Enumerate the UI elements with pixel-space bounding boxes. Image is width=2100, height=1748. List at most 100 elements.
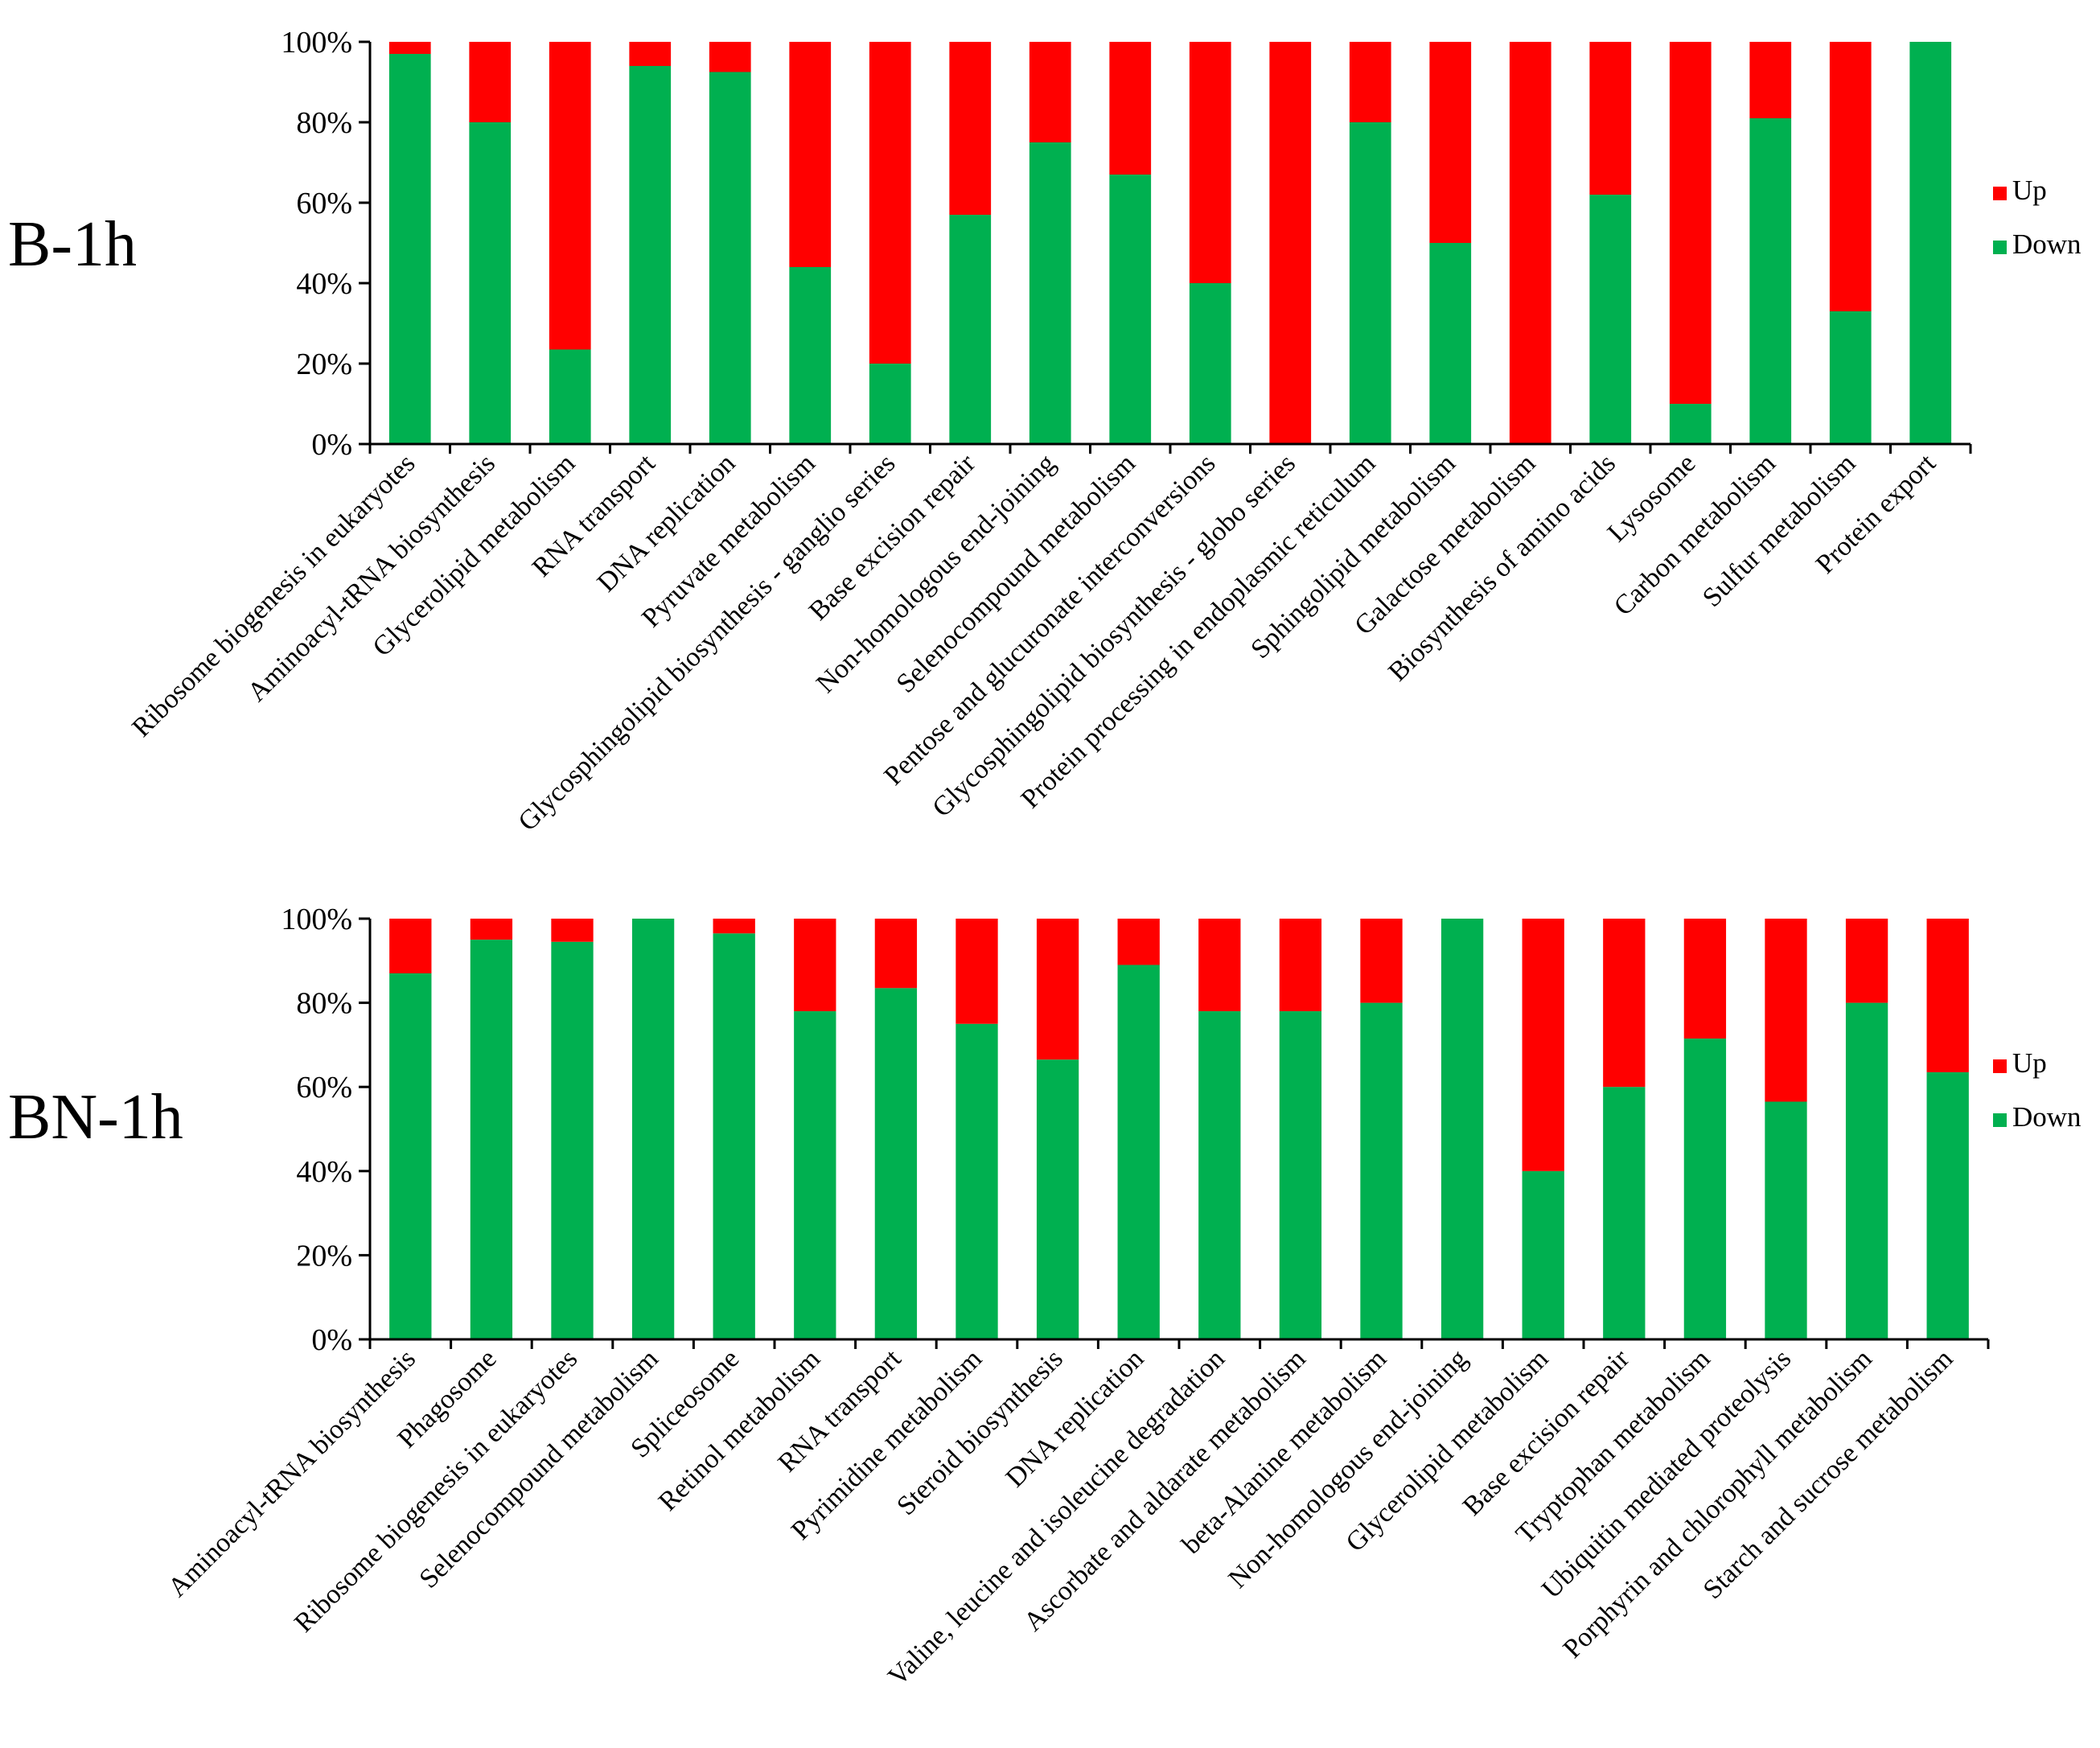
bar-down — [1683, 1039, 1727, 1339]
panel-title: B-1h — [8, 209, 137, 280]
bar-up — [1669, 42, 1712, 404]
bar-down — [389, 973, 432, 1339]
bar-down — [794, 1011, 836, 1339]
chart-b-1h: B-1h 0% 20% 40% 60% 80% 100% Ribosome biogenesi… — [8, 26, 2082, 837]
bar-down — [949, 215, 992, 444]
bar-up — [1845, 919, 1888, 1003]
bar-down — [551, 941, 594, 1339]
bar-up — [1189, 42, 1231, 283]
y-tick-label: 0% — [311, 428, 352, 462]
bar-up — [1279, 919, 1322, 1012]
y-tick-label: 80% — [296, 987, 352, 1021]
bar-down — [1349, 122, 1391, 444]
bar-down — [470, 940, 513, 1339]
y-tick-label: 80% — [296, 106, 352, 140]
legend-label-down: Down — [2012, 228, 2082, 260]
bar-down — [1198, 1011, 1241, 1339]
bar-down — [1589, 195, 1632, 444]
y-tick-label: 100% — [281, 903, 352, 936]
bar-down — [1926, 1071, 1969, 1339]
bar-up — [1509, 42, 1551, 444]
bar-down — [709, 72, 751, 444]
bar-down — [469, 122, 512, 444]
legend-swatch-up — [1993, 1059, 2007, 1073]
bar-down — [1117, 964, 1160, 1339]
bar-up — [470, 919, 513, 940]
bar-down — [874, 988, 918, 1339]
bar-down — [388, 54, 431, 444]
bar-down — [549, 349, 591, 444]
y-tick-label: 0% — [311, 1323, 352, 1357]
bar-up — [389, 919, 432, 973]
bar-up — [1926, 919, 1969, 1072]
category-label: Ribosome biogenesis in eukaryotes — [126, 448, 421, 742]
bar-up — [713, 919, 755, 934]
y-tick-label: 40% — [296, 267, 352, 301]
bar-up — [1198, 919, 1241, 1012]
y-tick-label: 40% — [296, 1155, 352, 1189]
bar-down — [1669, 404, 1712, 444]
bar-down — [1765, 1101, 1807, 1339]
bar-up — [1269, 42, 1312, 444]
bar-up — [1117, 919, 1160, 965]
bar-up — [1683, 919, 1727, 1039]
category-label: DNA replication — [592, 448, 742, 598]
bar-up — [1349, 42, 1391, 122]
bar-up — [1429, 42, 1472, 243]
bar-up — [869, 42, 911, 364]
bar-up — [388, 42, 431, 54]
y-tick-label: 60% — [296, 1071, 352, 1104]
y-tick-label: 20% — [296, 348, 352, 381]
bar-down — [1845, 1002, 1888, 1339]
bar-up — [709, 42, 751, 72]
bar-up — [949, 42, 992, 215]
bar-down — [1360, 1002, 1403, 1339]
bar-up — [1829, 42, 1872, 311]
y-tick-label: 60% — [296, 187, 352, 220]
bar-down — [1036, 1059, 1079, 1339]
bar-up — [469, 42, 512, 122]
bar-up — [955, 919, 998, 1024]
bar-down — [631, 919, 675, 1339]
bar-up — [1360, 919, 1403, 1003]
legend-swatch-up — [1993, 187, 2007, 200]
bar-up — [629, 42, 672, 66]
bar-up — [551, 919, 594, 942]
bar-down — [1189, 283, 1231, 444]
category-label: DNA replication — [1001, 1343, 1150, 1493]
y-tick-label: 20% — [296, 1239, 352, 1273]
legend-swatch-down — [1993, 1113, 2007, 1127]
bar-up — [874, 919, 918, 989]
bar-up — [789, 42, 832, 267]
bar-down — [1029, 142, 1071, 444]
bar-up — [1522, 919, 1564, 1171]
bar-down — [1522, 1170, 1564, 1339]
bar-down — [1749, 118, 1792, 444]
bar-down — [869, 364, 911, 444]
bar-down — [1279, 1011, 1322, 1339]
bar-down — [789, 267, 832, 444]
bar-up — [1603, 919, 1646, 1088]
bar-up — [794, 919, 836, 1012]
bar-down — [1440, 919, 1484, 1339]
panel-title: BN-1h — [8, 1082, 183, 1153]
bar-up — [1029, 42, 1071, 142]
chart-bn-1h: BN-1h0%20%40%60%80%100%Aminoacyl-tRNA bi… — [8, 903, 2082, 1692]
bar-down — [1909, 42, 1952, 444]
legend-swatch-down — [1993, 241, 2007, 254]
bar-up — [1109, 42, 1152, 175]
bar-up — [1765, 919, 1807, 1102]
legend-label-down: Down — [2012, 1101, 2082, 1133]
bar-down — [713, 933, 755, 1339]
y-tick-label: 100% — [281, 26, 352, 60]
bar-up — [1749, 42, 1792, 118]
bar-down — [629, 66, 672, 444]
bar-up — [1589, 42, 1632, 195]
bar-up — [549, 42, 591, 350]
category-label: Sulfur metabolism — [1697, 448, 1861, 612]
bar-down — [1829, 311, 1872, 444]
bar-down — [1429, 243, 1472, 444]
bar-down — [1109, 175, 1152, 444]
bar-up — [1036, 919, 1079, 1060]
